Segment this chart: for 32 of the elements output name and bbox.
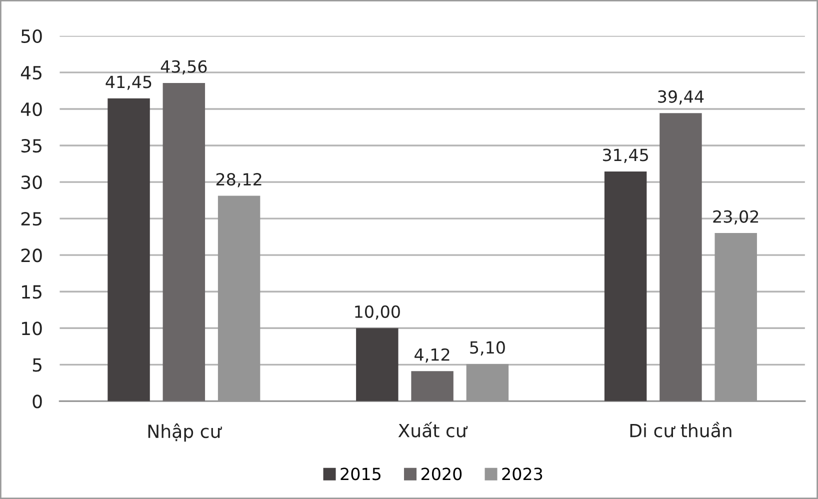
data-label: 43,56	[160, 60, 207, 74]
y-tick-label: 45	[20, 66, 42, 80]
y-tick-label: 0	[32, 394, 42, 408]
legend-label: 2023	[502, 468, 542, 480]
data-label: 10,00	[355, 305, 400, 320]
x-tick-label: Nhập cư	[148, 423, 222, 442]
y-tick-label: 50	[21, 29, 42, 44]
x-tick-label: Di cư thuần	[630, 422, 732, 438]
y-tick-label: 20	[21, 248, 42, 262]
legend-label: 2015	[340, 468, 380, 480]
y-tick-label: 15	[22, 285, 42, 299]
bar	[411, 371, 454, 402]
y-tick-label: 40	[20, 102, 42, 116]
bar	[108, 98, 150, 402]
y-tick-label: 25	[21, 212, 42, 226]
bar	[604, 171, 647, 402]
legend-label: 2020	[421, 468, 462, 480]
x-tick-label: Xuất cư	[398, 422, 468, 438]
data-label: 28,12	[216, 172, 262, 188]
y-tick-label: 5	[32, 358, 42, 372]
data-label: 23,02	[713, 210, 758, 225]
data-label: 31,45	[602, 148, 648, 163]
data-label: 41,45	[106, 76, 152, 90]
data-label: 39,44	[658, 90, 704, 105]
y-tick-label: 10	[22, 322, 42, 336]
y-tick-label: 35	[21, 138, 42, 153]
bar	[356, 328, 398, 402]
bar	[162, 82, 206, 402]
data-label: 5,10	[470, 341, 505, 356]
data-label: 4,12	[414, 348, 450, 363]
y-tick-label: 30	[21, 175, 42, 190]
bar	[660, 113, 702, 402]
